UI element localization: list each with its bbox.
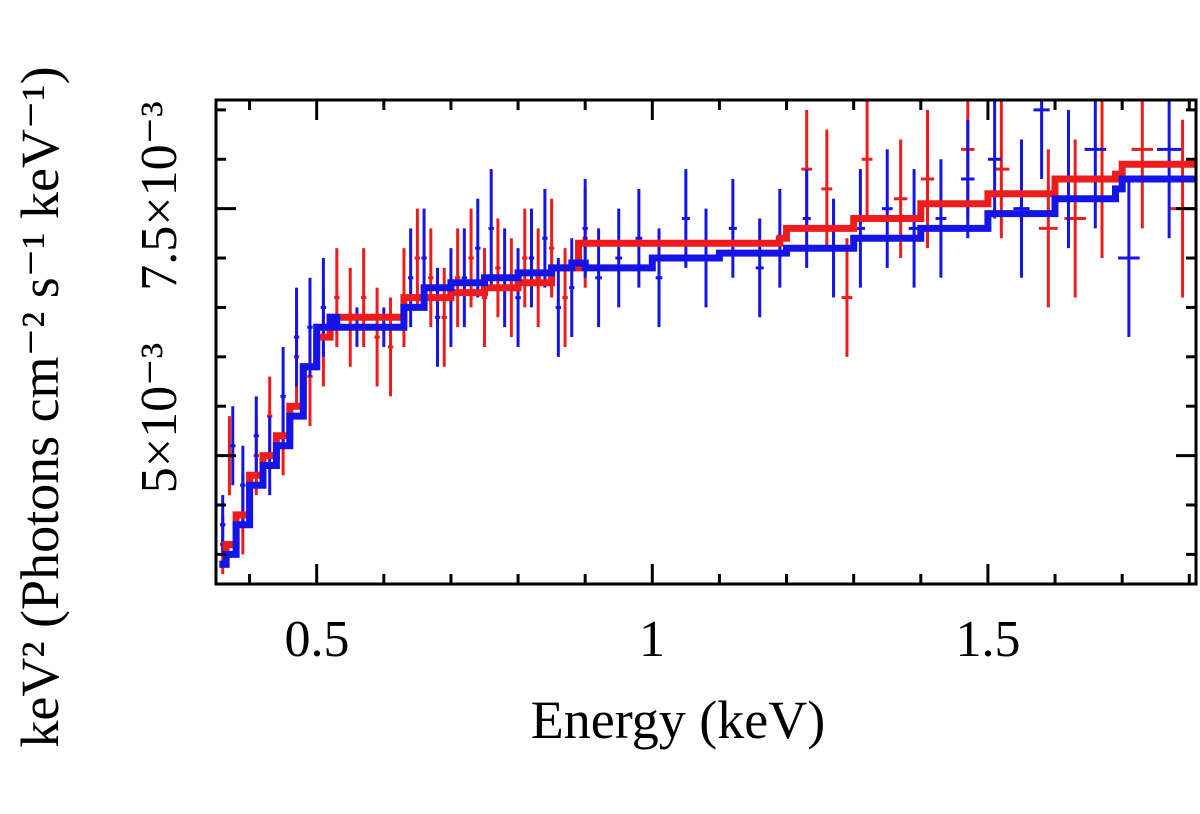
data-point — [481, 248, 488, 347]
data-point — [461, 228, 468, 328]
data-point — [434, 267, 441, 367]
data-point — [307, 277, 313, 377]
data-point — [861, 100, 873, 219]
data-point — [1131, 100, 1154, 229]
data-point — [522, 208, 528, 308]
data-point — [987, 100, 1002, 219]
data-point — [320, 258, 327, 357]
data-point — [555, 258, 562, 357]
data-point — [635, 188, 643, 288]
data-point — [407, 228, 414, 328]
data-point — [387, 297, 394, 397]
data-point — [535, 228, 541, 328]
data-point — [1013, 139, 1030, 278]
data-point — [495, 218, 501, 318]
data-point — [681, 169, 690, 268]
data-point — [1033, 100, 1050, 180]
data-point — [428, 228, 434, 328]
data-point — [569, 238, 575, 338]
x-axis-label: Energy (keV) — [531, 690, 825, 750]
data-point — [802, 169, 811, 268]
data-point — [515, 248, 521, 347]
data-point — [488, 169, 494, 288]
series-layer — [219, 100, 1196, 575]
data-point — [441, 267, 447, 367]
data-point — [562, 248, 568, 347]
data-point — [374, 287, 380, 387]
data-point — [334, 248, 340, 347]
data-point — [1157, 100, 1182, 239]
data-point — [528, 208, 535, 308]
y-tick-label-0: 5×10⁻³ — [131, 343, 188, 493]
data-point — [935, 159, 947, 278]
data-point — [360, 248, 367, 347]
x-tick-label-0: 0.5 — [285, 611, 350, 668]
data-point — [454, 228, 461, 328]
tick-layer — [216, 100, 1196, 584]
data-point — [841, 238, 853, 357]
data-point — [881, 149, 893, 268]
data-point — [1118, 179, 1140, 338]
y-axis-label: keV² (Photons cm⁻² s⁻¹ keV⁻¹) — [10, 66, 70, 747]
data-point — [961, 119, 975, 239]
data-point — [1038, 149, 1058, 308]
y-tick-label-1: 7.5×10⁻³ — [131, 101, 188, 290]
data-point — [293, 287, 300, 387]
data-point — [230, 406, 236, 486]
plot-frame — [214, 98, 1198, 586]
data-point — [615, 208, 623, 308]
x-tick-label-2: 1.5 — [956, 611, 1021, 668]
data-point — [414, 208, 421, 308]
model-line-2 — [219, 175, 1196, 568]
data-point — [728, 179, 737, 278]
series-1 — [220, 100, 1195, 575]
data-point — [280, 346, 286, 446]
data-point — [855, 169, 866, 288]
x-tick-label-1: 1 — [639, 611, 665, 668]
data-point — [253, 396, 259, 476]
data-point — [755, 218, 764, 318]
